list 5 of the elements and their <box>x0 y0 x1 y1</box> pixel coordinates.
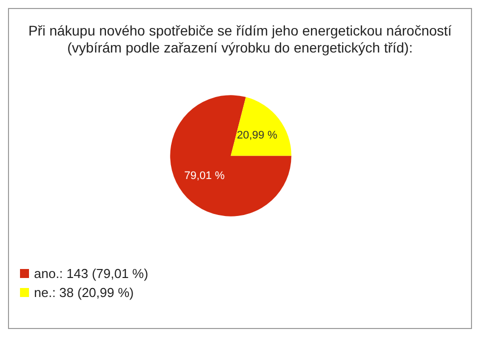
legend-label: ano.: 143 (79,01 %) <box>34 266 148 281</box>
data-label: 20,99 % <box>236 129 278 142</box>
data-label: 79,01 % <box>184 170 225 182</box>
legend-label: ne.: 38 (20,99 %) <box>34 285 134 300</box>
chart-title: Při nákupu nového spotřebiče se řídím jeho energetickou náročností (vybírám podle zařazení výrobku do energetických tříd): <box>28 22 452 56</box>
